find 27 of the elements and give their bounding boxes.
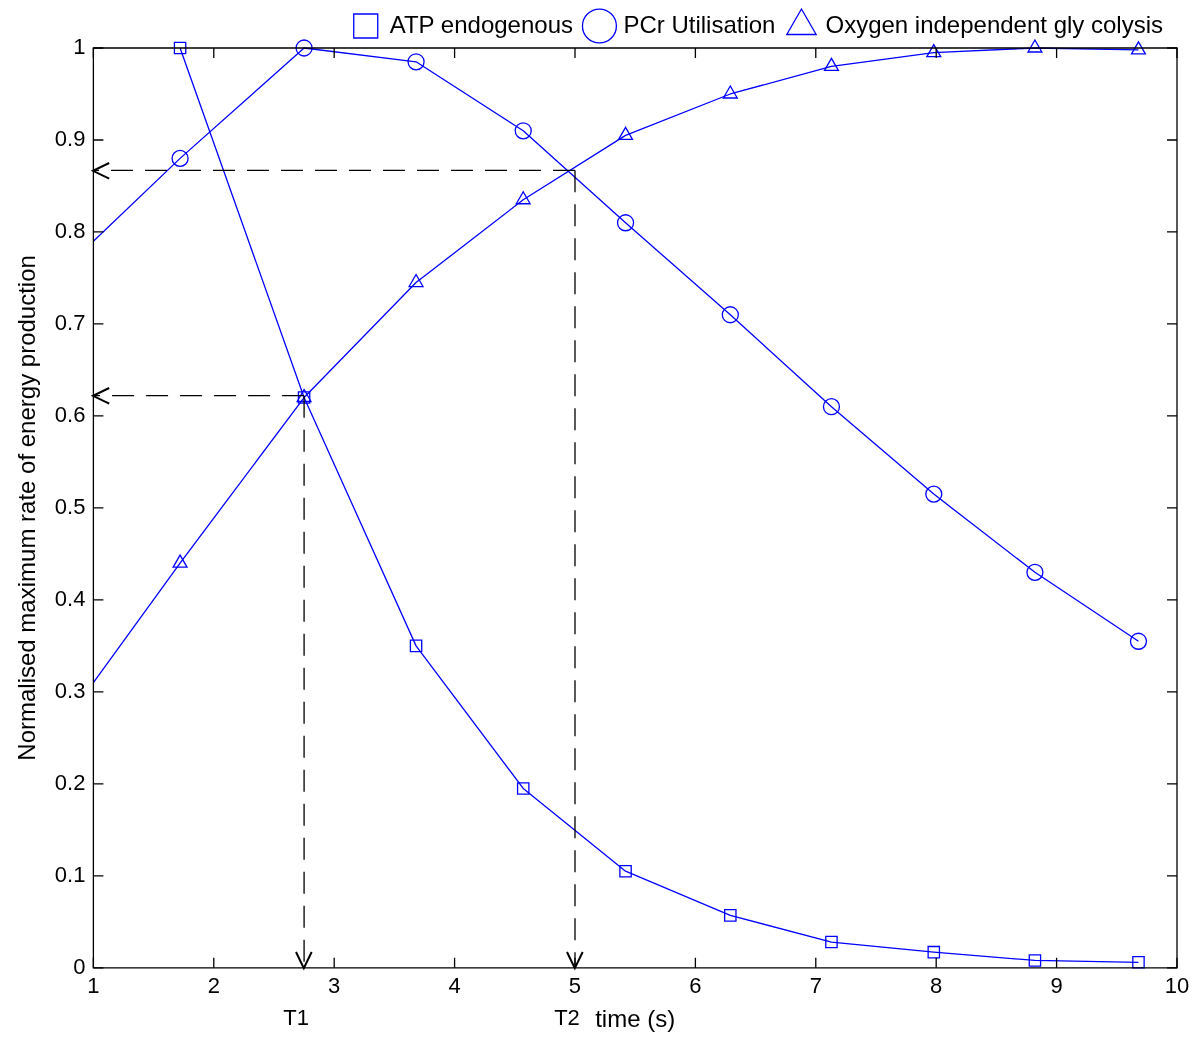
ref-line-label: T2: [554, 1004, 580, 1030]
legend-label: Oxygen independent gly colysis: [825, 10, 1164, 38]
ref-line-label: T1: [283, 1004, 309, 1030]
legend-label: ATP endogenous: [389, 10, 573, 38]
x-tick-label: 2: [207, 973, 220, 999]
y-axis-title: Normalised maximum rate of energy production: [13, 255, 41, 761]
y-tick-label: 0.4: [54, 585, 86, 611]
y-tick-label: 0.7: [54, 310, 86, 335]
x-tick-label: 7: [809, 973, 822, 999]
x-axis-title: time (s): [595, 1005, 676, 1033]
y-tick-label: 0.9: [54, 126, 86, 152]
x-tick-label: 3: [328, 973, 341, 999]
x-tick-label: 5: [568, 973, 582, 999]
legend-label: PCr Utilisation: [623, 10, 776, 38]
x-tick-label: 8: [930, 973, 943, 999]
y-tick-label: 0.6: [54, 401, 86, 427]
y-tick-label: 0.1: [54, 861, 86, 887]
y-tick-label: 0.5: [54, 493, 86, 519]
x-tick-label: 6: [689, 973, 702, 999]
x-tick-label: 4: [448, 973, 461, 999]
y-tick-label: 0.8: [54, 218, 86, 244]
y-tick-label: 0: [73, 953, 86, 979]
x-tick-label: 10: [1164, 973, 1190, 999]
y-tick-label: 0.3: [54, 677, 86, 703]
y-tick-label: 0.2: [54, 769, 86, 795]
x-tick-label: 9: [1050, 973, 1063, 999]
y-tick-label: 1: [73, 34, 86, 60]
